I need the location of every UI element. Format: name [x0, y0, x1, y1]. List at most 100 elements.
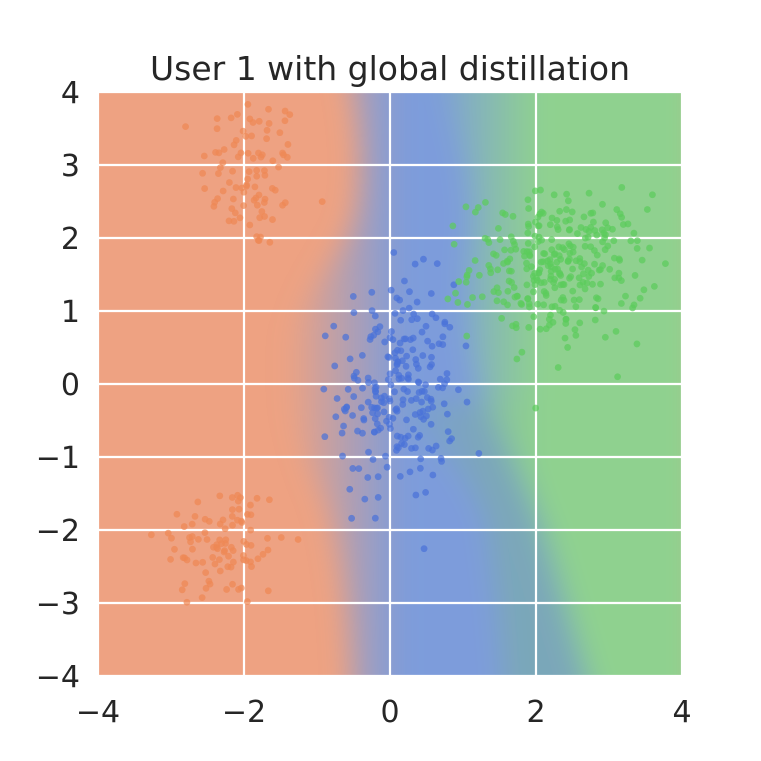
point-series-2 [528, 263, 535, 270]
point-series-1 [409, 334, 417, 342]
point-series-0 [223, 586, 231, 593]
point-series-1 [365, 448, 372, 456]
point-series-1 [436, 375, 444, 383]
point-series-0 [220, 548, 228, 556]
point-series-2 [646, 244, 653, 252]
point-series-0 [216, 567, 224, 575]
point-series-0 [215, 149, 223, 157]
point-series-1 [399, 307, 407, 314]
point-series-1 [427, 290, 435, 297]
point-series-1 [369, 456, 377, 463]
point-series-2 [575, 296, 583, 304]
point-series-0 [253, 494, 261, 502]
point-series-1 [393, 443, 401, 451]
point-series-0 [248, 132, 256, 140]
point-series-1 [343, 403, 351, 411]
point-series-0 [168, 534, 175, 542]
point-series-0 [238, 519, 246, 526]
point-series-2 [504, 301, 511, 309]
point-series-1 [455, 386, 462, 394]
point-series-0 [229, 580, 236, 588]
point-series-2 [551, 302, 559, 310]
point-series-2 [589, 280, 596, 288]
point-series-0 [219, 187, 227, 195]
point-series-2 [604, 224, 612, 232]
y-tick-label: −2 [36, 514, 80, 549]
y-tick-label: 2 [61, 222, 80, 257]
point-series-2 [563, 206, 570, 213]
point-series-2 [553, 258, 561, 266]
point-series-1 [409, 425, 417, 433]
point-series-2 [551, 284, 559, 292]
y-tick-label: 4 [61, 76, 80, 111]
point-series-2 [610, 237, 618, 245]
point-series-0 [192, 559, 200, 567]
point-series-0 [181, 580, 189, 588]
point-series-0 [225, 217, 233, 225]
point-series-2 [525, 205, 532, 212]
point-series-1 [371, 385, 379, 393]
point-series-2 [568, 208, 576, 216]
point-series-1 [384, 353, 392, 361]
point-series-2 [589, 218, 597, 226]
point-series-0 [279, 201, 286, 209]
point-series-1 [338, 429, 346, 437]
point-series-1 [350, 393, 358, 400]
point-series-1 [377, 424, 385, 432]
point-series-2 [564, 197, 572, 205]
point-series-0 [269, 216, 276, 223]
point-series-0 [249, 154, 257, 162]
point-series-2 [592, 303, 599, 311]
point-series-0 [188, 533, 196, 540]
point-series-2 [588, 269, 595, 277]
point-series-2 [571, 326, 579, 334]
point-series-1 [423, 394, 431, 401]
point-series-2 [513, 355, 521, 363]
point-series-0 [219, 516, 227, 524]
point-series-2 [581, 285, 589, 293]
point-series-2 [567, 273, 575, 280]
point-series-2 [503, 257, 511, 265]
point-series-0 [228, 512, 236, 520]
point-series-0 [249, 119, 257, 126]
point-series-0 [209, 554, 217, 561]
point-series-1 [397, 316, 405, 324]
point-series-2 [576, 319, 584, 327]
point-series-2 [509, 212, 517, 220]
point-series-2 [631, 272, 639, 279]
y-tick-label: −4 [36, 660, 80, 695]
point-series-1 [443, 370, 451, 377]
point-series-0 [264, 546, 272, 554]
point-series-2 [493, 284, 501, 292]
point-series-0 [225, 179, 233, 186]
point-series-2 [454, 299, 462, 306]
point-series-1 [443, 410, 451, 418]
point-series-1 [413, 298, 421, 306]
point-series-0 [244, 175, 252, 183]
point-series-2 [463, 273, 471, 281]
point-series-2 [546, 321, 553, 329]
point-series-1 [386, 397, 394, 405]
point-series-0 [224, 563, 232, 571]
point-series-1 [372, 325, 379, 333]
point-series-2 [524, 240, 532, 247]
point-series-0 [239, 127, 247, 135]
point-series-2 [580, 213, 588, 221]
point-series-2 [587, 243, 595, 251]
point-series-2 [614, 373, 621, 381]
point-series-1 [387, 381, 395, 389]
point-series-2 [566, 216, 574, 224]
point-series-2 [570, 296, 578, 304]
point-series-2 [469, 294, 476, 301]
point-series-1 [441, 320, 449, 328]
point-series-1 [419, 352, 427, 359]
point-series-2 [576, 281, 584, 289]
point-series-1 [412, 395, 420, 403]
point-series-2 [537, 258, 545, 266]
point-series-0 [178, 586, 186, 594]
point-series-0 [237, 584, 245, 592]
point-series-1 [369, 409, 376, 417]
point-series-1 [344, 385, 352, 393]
point-series-2 [535, 269, 543, 276]
